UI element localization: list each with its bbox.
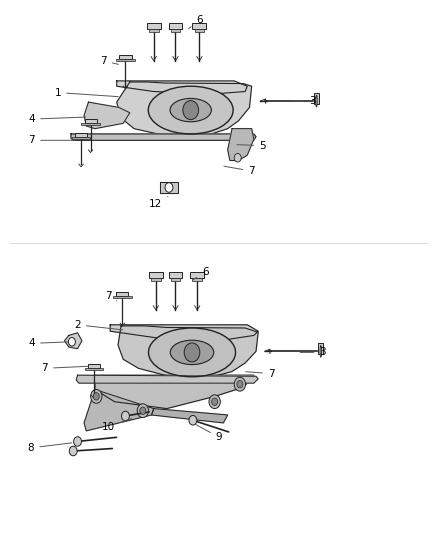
Bar xyxy=(88,364,100,368)
Text: 7: 7 xyxy=(42,364,88,373)
Circle shape xyxy=(74,437,81,446)
Text: 7: 7 xyxy=(246,369,275,378)
Text: 1: 1 xyxy=(55,87,118,98)
Text: 7: 7 xyxy=(105,290,117,301)
Polygon shape xyxy=(110,325,258,341)
Text: 10: 10 xyxy=(102,418,131,432)
Bar xyxy=(72,137,90,139)
Text: 7: 7 xyxy=(100,56,118,66)
Polygon shape xyxy=(228,128,254,160)
Polygon shape xyxy=(64,333,82,349)
Bar xyxy=(169,22,183,29)
Text: 7: 7 xyxy=(224,166,255,176)
Ellipse shape xyxy=(148,328,236,377)
Bar xyxy=(171,29,180,31)
Circle shape xyxy=(165,183,173,192)
Circle shape xyxy=(121,411,129,421)
Bar xyxy=(151,278,161,281)
Polygon shape xyxy=(84,390,154,431)
Bar xyxy=(147,22,161,29)
Bar xyxy=(169,272,183,278)
Circle shape xyxy=(234,154,241,162)
Text: 7: 7 xyxy=(28,135,75,146)
Polygon shape xyxy=(117,82,252,136)
Text: 12: 12 xyxy=(149,196,168,209)
Bar xyxy=(314,93,319,104)
Text: 2: 2 xyxy=(74,320,123,330)
Text: 4: 4 xyxy=(28,114,86,124)
Bar xyxy=(192,278,202,281)
Circle shape xyxy=(209,395,220,409)
Circle shape xyxy=(234,377,246,391)
Bar xyxy=(85,368,103,370)
Circle shape xyxy=(189,416,197,425)
Circle shape xyxy=(140,407,146,415)
Bar xyxy=(192,22,206,29)
Bar xyxy=(116,292,128,296)
Text: 4: 4 xyxy=(28,338,67,349)
Bar xyxy=(318,343,323,354)
Text: 9: 9 xyxy=(195,424,223,442)
Bar xyxy=(149,272,163,278)
Bar xyxy=(190,272,204,278)
Circle shape xyxy=(93,393,99,400)
Polygon shape xyxy=(84,102,130,128)
Circle shape xyxy=(69,446,77,456)
Bar xyxy=(75,133,87,137)
Polygon shape xyxy=(76,375,258,383)
Ellipse shape xyxy=(320,345,321,357)
Text: 5: 5 xyxy=(237,141,266,151)
Bar xyxy=(85,118,97,123)
Bar xyxy=(119,55,131,59)
Circle shape xyxy=(183,101,198,119)
Circle shape xyxy=(212,398,218,406)
Bar xyxy=(171,278,180,281)
Circle shape xyxy=(237,381,243,388)
Polygon shape xyxy=(160,182,178,193)
Text: 6: 6 xyxy=(188,15,203,29)
Circle shape xyxy=(137,404,148,418)
Ellipse shape xyxy=(316,95,317,107)
Bar xyxy=(149,29,159,31)
Ellipse shape xyxy=(170,99,212,122)
Bar xyxy=(194,29,204,31)
Ellipse shape xyxy=(148,86,233,134)
Text: 3: 3 xyxy=(291,96,316,106)
Text: 3: 3 xyxy=(300,348,326,358)
Polygon shape xyxy=(118,326,258,378)
Polygon shape xyxy=(152,409,228,423)
Bar xyxy=(81,123,100,125)
Circle shape xyxy=(91,390,102,403)
Polygon shape xyxy=(71,134,256,140)
Bar xyxy=(116,59,134,61)
Bar xyxy=(113,296,131,298)
Circle shape xyxy=(68,337,75,346)
Text: 6: 6 xyxy=(193,267,208,280)
Text: 8: 8 xyxy=(28,443,72,453)
Circle shape xyxy=(184,343,200,362)
Polygon shape xyxy=(117,81,247,94)
Polygon shape xyxy=(95,375,254,409)
Ellipse shape xyxy=(170,340,214,365)
